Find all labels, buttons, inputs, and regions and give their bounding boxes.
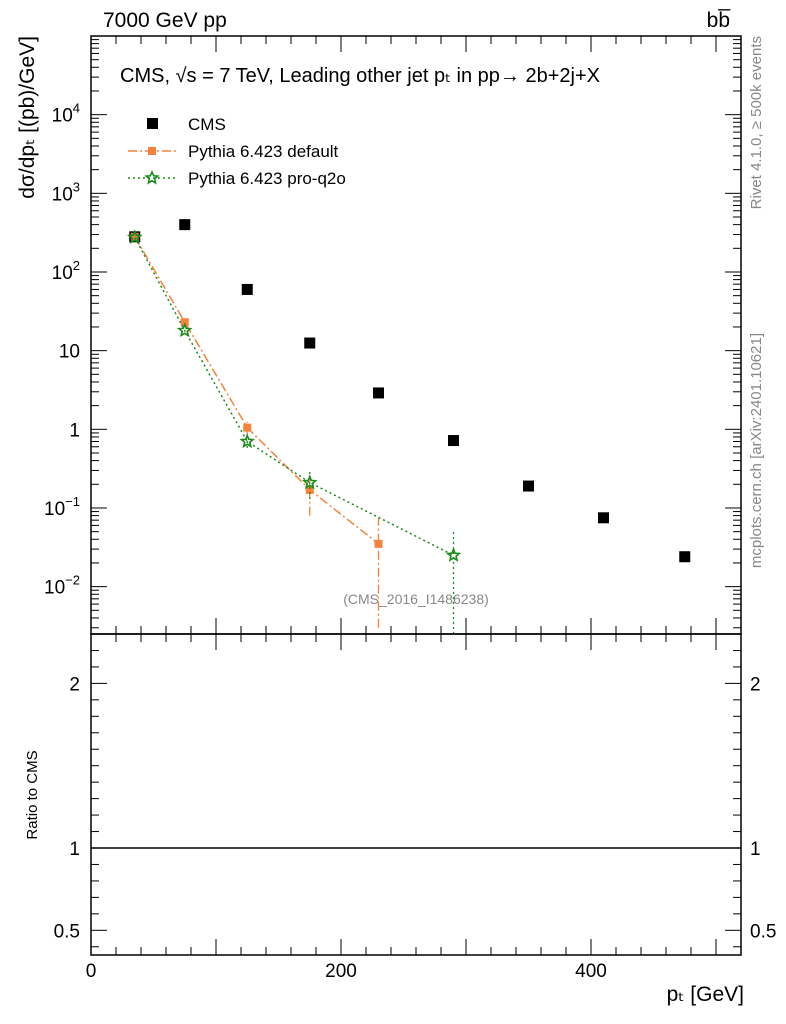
cms-data-point — [448, 435, 459, 447]
cms-data-point — [373, 387, 384, 399]
main-plot-area: 0 200 400 10−2 10−1 1 10 102 103 104 — [44, 35, 742, 982]
ratio-tick-label: 2 — [69, 674, 80, 695]
cms-data-point — [304, 337, 316, 349]
legend-label: Pythia 6.423 pro-q2o — [188, 169, 346, 188]
pythia-pro-q2o-point — [239, 433, 256, 449]
ratio-tick-label: 1 — [69, 839, 80, 860]
ratio-tick-label-right: 0.5 — [750, 921, 776, 942]
x-tick-label: 400 — [575, 961, 607, 982]
x-tick-label: 200 — [325, 961, 357, 982]
legend-marker-pythia-pro-q2o — [144, 169, 160, 185]
ratio-tick-label-right: 1 — [750, 839, 761, 860]
pythia-pro-q2o-point — [176, 322, 193, 338]
y-axis-label: dσ/dpₜ [(pb)/GeV] — [16, 36, 39, 199]
cms-data-point — [241, 283, 253, 295]
header-left: 7000 GeV pp — [103, 9, 227, 32]
pythia-default-point — [180, 318, 189, 327]
legend-marker-cms — [147, 118, 158, 129]
y-tick-label: 103 — [52, 179, 80, 205]
legend-label: Pythia 6.423 default — [188, 142, 339, 161]
cms-data-point — [523, 480, 534, 492]
y-tick-label: 1 — [69, 420, 80, 441]
cms-data-point — [598, 512, 609, 524]
cms-data-point — [679, 551, 691, 563]
plot-title: CMS, √s = 7 TeV, Leading other jet pₜ in… — [120, 65, 600, 87]
ratio-tick-label: 0.5 — [54, 921, 80, 942]
pythia-default-point — [243, 423, 252, 432]
header-right: bb̅ — [707, 9, 732, 32]
mcplots-label: mcplots.cern.ch [arXiv:2401.10621] — [748, 333, 765, 568]
y-tick-label: 102 — [52, 258, 80, 284]
pythia-default-point — [130, 232, 139, 241]
x-axis-label: pₜ [GeV] — [667, 983, 744, 1006]
y-tick-label: 10−2 — [44, 573, 80, 599]
y-tick-label: 104 — [52, 101, 80, 127]
analysis-watermark: (CMS_2016_I1486238) — [343, 591, 489, 607]
pythia-default-point — [305, 485, 314, 494]
legend-label: CMS — [188, 115, 226, 134]
pythia-pro-q2o-point — [127, 229, 143, 245]
y-tick-label: 10 — [59, 342, 80, 363]
ratio-tick-label-right: 2 — [750, 674, 761, 695]
series-line — [134, 237, 454, 556]
pythia-pro-q2o-point — [302, 474, 318, 490]
y-tick-label: 10−1 — [44, 494, 80, 520]
ratio-y-axis-label: Ratio to CMS — [24, 750, 41, 839]
rivet-label: Rivet 4.1.0, ≥ 500k events — [748, 36, 765, 209]
series-line — [134, 236, 379, 545]
pythia-default-point — [374, 539, 383, 548]
pythia-pro-q2o-point — [445, 547, 462, 562]
ratio-frame — [90, 633, 742, 956]
legend: CMS Pythia 6.423 default Pythia 6.423 pro-… — [128, 115, 346, 188]
ratio-plot-area: 0.5 0.5 1 1 2 2 — [54, 633, 776, 956]
cms-data-point — [179, 219, 191, 231]
legend-marker-pythia-default — [148, 147, 156, 155]
x-tick-label: 0 — [86, 961, 97, 982]
